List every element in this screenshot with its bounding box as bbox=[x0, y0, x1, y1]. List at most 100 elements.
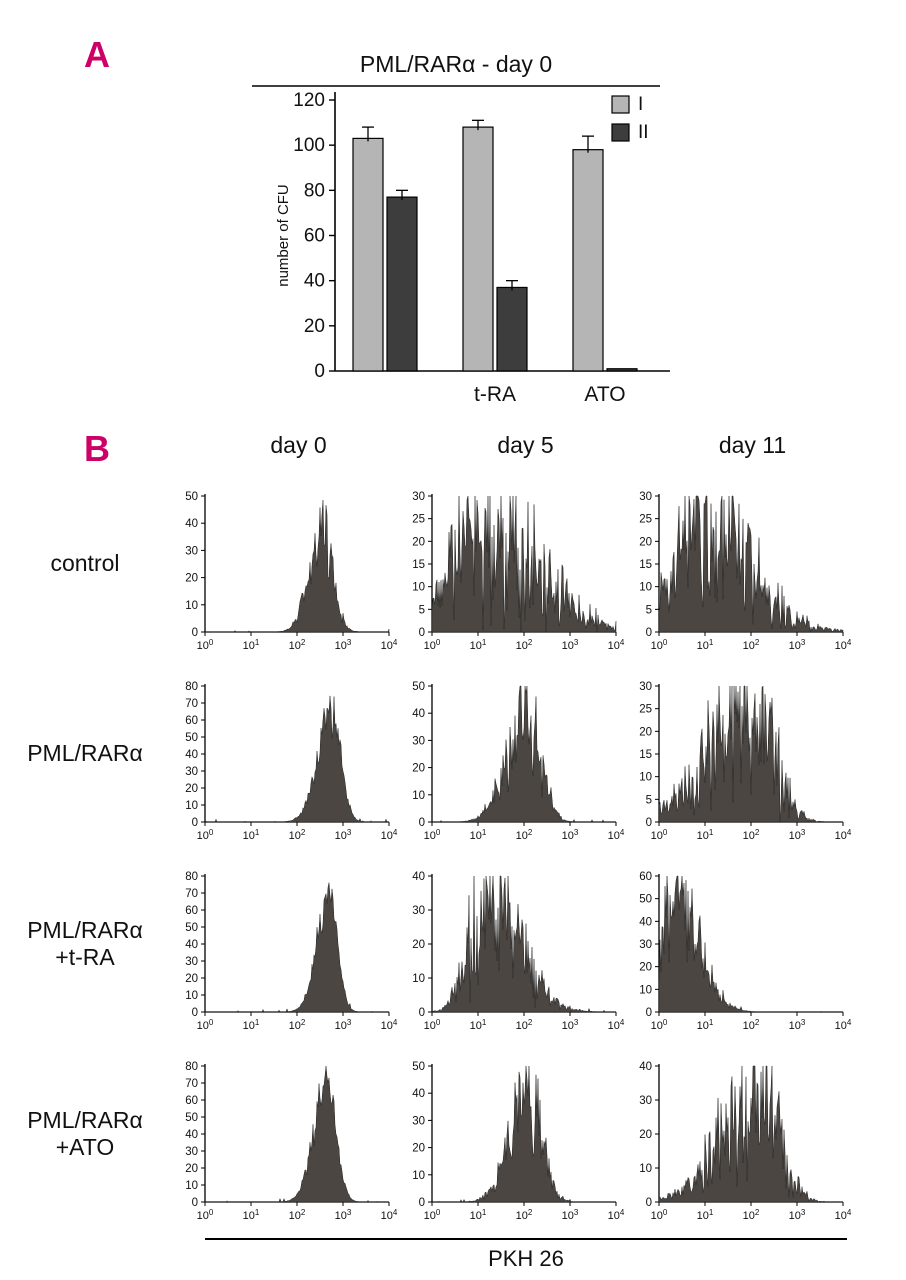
svg-text:30: 30 bbox=[639, 491, 652, 503]
histogram-plot-r1-c1: 0 10 20 30 40 50 100 101 102 103 104 bbox=[412, 681, 625, 842]
svg-text:0: 0 bbox=[419, 627, 425, 639]
svg-text:103: 103 bbox=[562, 638, 579, 652]
svg-text:102: 102 bbox=[743, 828, 760, 842]
svg-text:104: 104 bbox=[608, 638, 625, 652]
svg-text:I: I bbox=[638, 94, 643, 115]
svg-text:ATO: ATO bbox=[584, 383, 625, 406]
svg-text:104: 104 bbox=[835, 828, 852, 842]
svg-text:120: 120 bbox=[293, 90, 325, 111]
svg-text:102: 102 bbox=[516, 638, 533, 652]
bar-I-0 bbox=[352, 137, 384, 372]
svg-text:100: 100 bbox=[651, 1018, 668, 1032]
svg-text:30: 30 bbox=[412, 1115, 425, 1127]
svg-text:102: 102 bbox=[516, 1018, 533, 1032]
svg-text:101: 101 bbox=[470, 1208, 487, 1222]
svg-text:0: 0 bbox=[419, 817, 425, 829]
svg-text:70: 70 bbox=[185, 888, 198, 900]
svg-text:10: 10 bbox=[639, 582, 652, 594]
svg-text:100: 100 bbox=[424, 828, 441, 842]
svg-text:100: 100 bbox=[197, 828, 214, 842]
svg-text:103: 103 bbox=[789, 1208, 806, 1222]
svg-text:20: 20 bbox=[185, 973, 198, 985]
svg-text:104: 104 bbox=[835, 638, 852, 652]
row-label-text: PML/RARα bbox=[27, 740, 143, 766]
svg-text:30: 30 bbox=[185, 1146, 198, 1158]
svg-text:60: 60 bbox=[185, 905, 198, 917]
svg-text:40: 40 bbox=[639, 916, 652, 928]
svg-text:10: 10 bbox=[185, 600, 198, 612]
svg-text:100: 100 bbox=[293, 135, 325, 156]
svg-text:15: 15 bbox=[639, 749, 652, 761]
histogram-curve bbox=[205, 882, 389, 1013]
svg-text:20: 20 bbox=[185, 783, 198, 795]
svg-text:101: 101 bbox=[697, 1208, 714, 1222]
histogram-curve bbox=[204, 695, 389, 823]
svg-text:104: 104 bbox=[835, 1018, 852, 1032]
histogram-plot-r3-c2: 0 10 20 30 40 100 101 102 103 104 bbox=[639, 1061, 852, 1222]
svg-text:25: 25 bbox=[639, 704, 652, 716]
svg-text:20: 20 bbox=[412, 536, 425, 548]
svg-text:102: 102 bbox=[289, 638, 306, 652]
svg-text:104: 104 bbox=[608, 828, 625, 842]
svg-text:104: 104 bbox=[381, 1018, 398, 1032]
svg-text:50: 50 bbox=[185, 732, 198, 744]
chart-title: PML/RARα - day 0 bbox=[360, 51, 552, 77]
svg-text:70: 70 bbox=[185, 698, 198, 710]
svg-text:101: 101 bbox=[697, 1018, 714, 1032]
histogram-curve bbox=[432, 1065, 616, 1203]
svg-text:103: 103 bbox=[335, 1208, 352, 1222]
svg-text:30: 30 bbox=[185, 956, 198, 968]
histogram-grid: 0 10 20 30 40 50 100 101 102 103 104 0 5 10 15 20 25 30 10… bbox=[171, 488, 852, 1248]
svg-text:40: 40 bbox=[304, 271, 325, 292]
row-label-text: control bbox=[50, 550, 120, 576]
svg-text:20: 20 bbox=[639, 1129, 652, 1141]
svg-text:103: 103 bbox=[562, 1208, 579, 1222]
svg-text:20: 20 bbox=[185, 573, 198, 585]
histogram-plot-r0-c2: 0 5 10 15 20 25 30 100 101 102 103 104 bbox=[639, 491, 852, 652]
svg-text:100: 100 bbox=[424, 638, 441, 652]
svg-text:10: 10 bbox=[185, 990, 198, 1002]
y-axis-label: number of CFU bbox=[275, 184, 292, 287]
svg-text:20: 20 bbox=[412, 763, 425, 775]
bar-I-1 bbox=[462, 126, 494, 372]
svg-text:103: 103 bbox=[335, 1018, 352, 1032]
svg-text:70: 70 bbox=[185, 1078, 198, 1090]
svg-text:30: 30 bbox=[185, 766, 198, 778]
row-label-text: PML/RARα bbox=[27, 917, 143, 943]
legend-swatch-I bbox=[611, 95, 630, 114]
svg-text:103: 103 bbox=[789, 638, 806, 652]
svg-text:20: 20 bbox=[412, 939, 425, 951]
svg-text:50: 50 bbox=[185, 1112, 198, 1124]
svg-text:104: 104 bbox=[381, 638, 398, 652]
col-header-day11: day 11 bbox=[718, 432, 787, 458]
svg-text:80: 80 bbox=[185, 871, 198, 883]
svg-text:101: 101 bbox=[243, 1018, 260, 1032]
svg-text:102: 102 bbox=[743, 638, 760, 652]
svg-text:0: 0 bbox=[192, 817, 198, 829]
legend-swatch-II bbox=[611, 123, 630, 142]
cfu-bar-chart: PML/RARα - day 0 0 20 40 60 80 100 120 number of… bbox=[252, 51, 670, 406]
svg-text:50: 50 bbox=[185, 922, 198, 934]
svg-text:25: 25 bbox=[639, 514, 652, 526]
svg-text:80: 80 bbox=[185, 1061, 198, 1073]
svg-text:30: 30 bbox=[412, 905, 425, 917]
svg-text:102: 102 bbox=[516, 1208, 533, 1222]
svg-text:15: 15 bbox=[639, 559, 652, 571]
histogram-plot-r0-c0: 0 10 20 30 40 50 100 101 102 103 104 bbox=[185, 491, 398, 652]
svg-text:10: 10 bbox=[639, 1163, 652, 1175]
bar-I-2 bbox=[572, 149, 604, 372]
svg-text:10: 10 bbox=[185, 800, 198, 812]
svg-text:40: 40 bbox=[639, 1061, 652, 1073]
svg-text:20: 20 bbox=[304, 316, 325, 337]
svg-text:101: 101 bbox=[243, 638, 260, 652]
svg-text:10: 10 bbox=[639, 984, 652, 996]
svg-text:101: 101 bbox=[470, 638, 487, 652]
svg-text:40: 40 bbox=[412, 871, 425, 883]
row-label-text: +ATO bbox=[55, 1134, 115, 1160]
svg-text:102: 102 bbox=[289, 1018, 306, 1032]
row-label-pml-rara: PML/RARα bbox=[0, 740, 170, 767]
histogram-curve bbox=[431, 495, 617, 633]
svg-text:10: 10 bbox=[412, 582, 425, 594]
svg-text:40: 40 bbox=[412, 1088, 425, 1100]
